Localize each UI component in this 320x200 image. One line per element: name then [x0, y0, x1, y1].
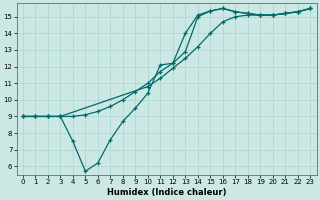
X-axis label: Humidex (Indice chaleur): Humidex (Indice chaleur)	[107, 188, 226, 197]
